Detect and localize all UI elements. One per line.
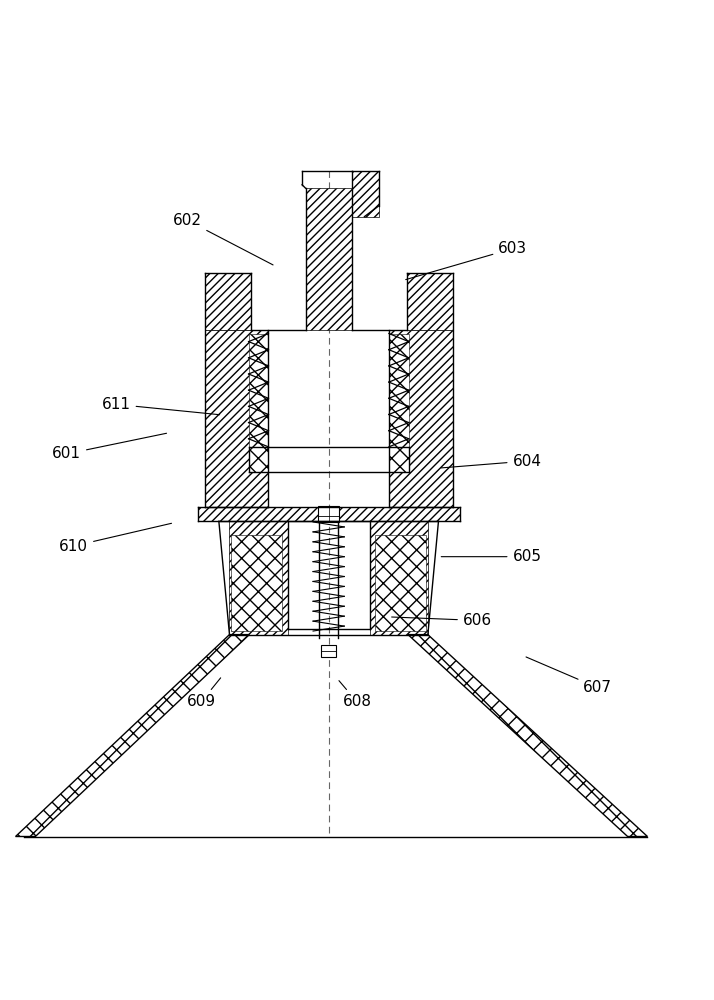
Bar: [229, 521, 288, 635]
Bar: [248, 447, 268, 472]
Bar: [205, 330, 268, 507]
Text: 611: 611: [101, 397, 220, 415]
Text: 607: 607: [526, 657, 613, 695]
Text: 609: 609: [186, 678, 221, 709]
Polygon shape: [16, 635, 249, 837]
Bar: [306, 188, 352, 330]
Text: 605: 605: [441, 549, 541, 564]
Text: 601: 601: [52, 433, 166, 461]
Bar: [389, 334, 408, 447]
Bar: [248, 334, 268, 447]
Bar: [389, 330, 453, 507]
Bar: [370, 521, 428, 635]
Text: 604: 604: [441, 454, 541, 469]
Polygon shape: [408, 635, 648, 837]
Text: 602: 602: [173, 213, 273, 265]
Bar: [205, 273, 251, 330]
Text: 610: 610: [59, 523, 171, 554]
Text: 603: 603: [406, 241, 528, 280]
Text: 608: 608: [339, 681, 371, 709]
Bar: [352, 171, 378, 217]
Bar: [389, 447, 408, 472]
Bar: [376, 535, 426, 631]
Bar: [318, 506, 339, 522]
Bar: [198, 507, 460, 521]
Text: 606: 606: [392, 613, 492, 628]
Bar: [231, 535, 282, 631]
Bar: [321, 645, 336, 657]
Bar: [205, 330, 268, 507]
Bar: [406, 273, 453, 330]
